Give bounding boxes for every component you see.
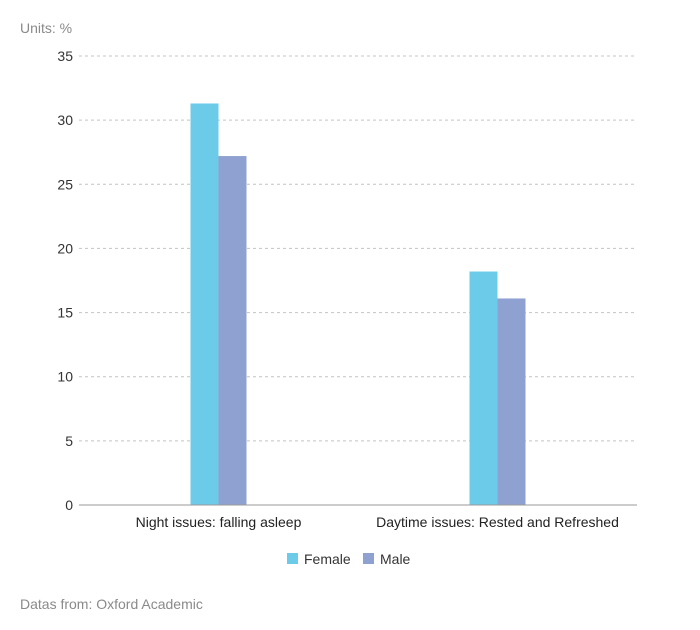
bar-male [218,156,247,505]
y-tick-label: 25 [57,176,73,192]
gridlines [79,55,637,442]
y-tick-label: 35 [57,48,73,64]
legend-label-female: Female [304,551,351,567]
category-label: Night issues: falling asleep [136,514,302,530]
source-note: Datas from: Oxford Academic [20,596,203,612]
bar-male [497,298,526,505]
y-tick-label: 0 [65,497,73,513]
y-tick-label: 5 [65,433,73,449]
legend-label-male: Male [380,551,411,567]
y-axis-ticks: 0 5 10 15 20 25 30 35 [57,48,73,513]
legend: Female Male [287,551,411,567]
y-tick-label: 10 [57,369,73,385]
bar-female [469,271,498,505]
y-tick-label: 15 [57,305,73,321]
legend-swatch-female [287,553,298,564]
legend-swatch-male [363,553,374,564]
y-tick-label: 30 [57,112,73,128]
units-label: Units: % [20,20,73,36]
category-label: Daytime issues: Rested and Refreshed [376,514,619,530]
category-labels: Night issues: falling asleep Daytime issu… [136,514,619,530]
bars [190,103,526,506]
bar-female [190,103,219,506]
y-tick-label: 20 [57,240,73,256]
